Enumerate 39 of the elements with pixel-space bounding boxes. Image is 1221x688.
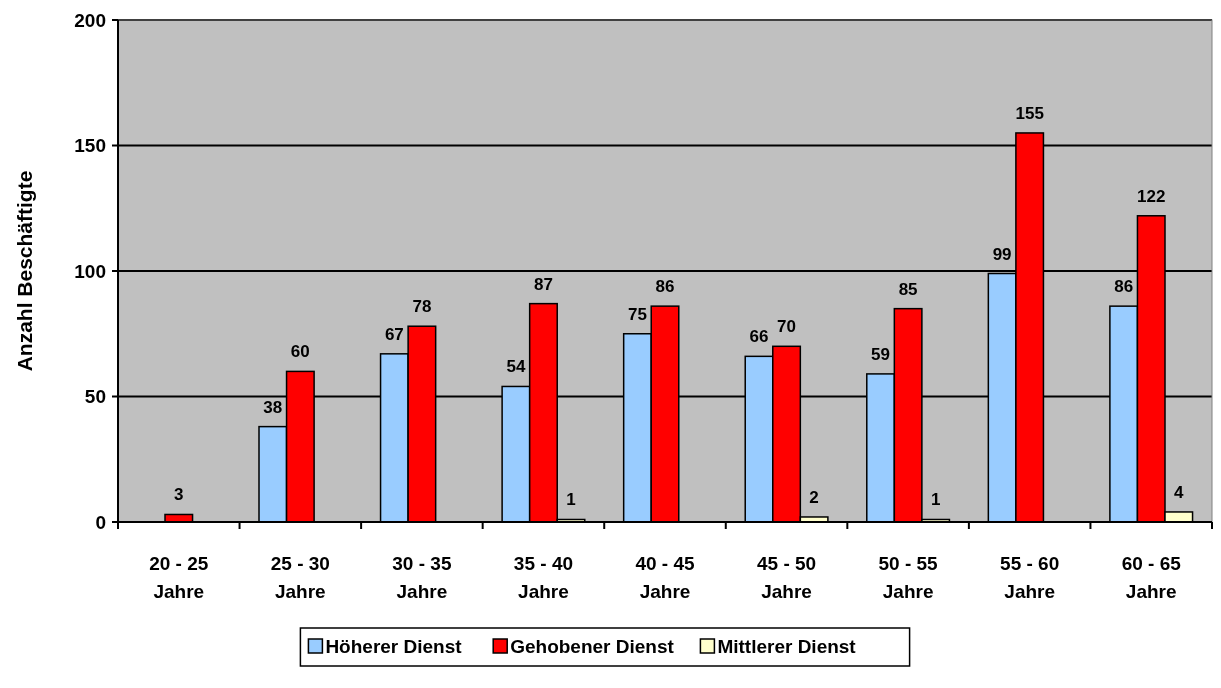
data-label: 3 [174, 485, 184, 505]
x-tick-label: 25 - 30 Jahre [270, 553, 330, 602]
data-label: 59 [871, 344, 891, 364]
data-label: 67 [384, 324, 404, 344]
x-tick-label: 40 - 45 Jahre [635, 553, 696, 602]
x-tick-label: 30 - 35 Jahre [392, 553, 452, 602]
data-label: 38 [263, 397, 283, 417]
data-label: 122 [1137, 186, 1166, 206]
data-label: 75 [627, 304, 647, 324]
data-label: 60 [290, 342, 310, 362]
x-tick-label: 35 - 40 Jahre [513, 553, 574, 602]
data-label: 1 [930, 490, 941, 510]
data-label: 4 [1174, 482, 1185, 502]
data-label: 86 [655, 277, 675, 297]
data-label: 1 [566, 490, 576, 510]
x-tick-label: 60 - 65 Jahre [1121, 553, 1182, 602]
data-label: 78 [412, 297, 432, 317]
x-tick-label: 20 - 25 Jahre [149, 553, 209, 602]
data-label: 155 [1015, 103, 1044, 123]
data-label: 87 [533, 274, 553, 294]
x-tick-label: 50 - 55 Jahre [878, 553, 939, 602]
data-label: 99 [992, 244, 1012, 264]
data-label: 85 [898, 279, 918, 299]
legend-label: Gehobener Dienst [510, 635, 675, 657]
data-label: 66 [749, 327, 769, 347]
legend-label: Mittlerer Dienst [717, 635, 857, 657]
y-tick-label: 200 [74, 9, 106, 31]
data-label: 86 [1114, 277, 1134, 297]
y-tick-label: 50 [84, 386, 106, 408]
y-tick-label: 150 [74, 135, 106, 157]
legend-label: Höherer Dienst [325, 635, 463, 657]
y-tick-label: 0 [95, 511, 106, 533]
data-label: 2 [809, 487, 819, 507]
x-tick-label: 45 - 50 Jahre [756, 553, 817, 602]
y-tick-label: 100 [74, 260, 106, 282]
data-label: 54 [506, 357, 526, 377]
y-axis-title: Anzahl Beschäftigte [13, 170, 36, 372]
x-tick-label: 55 - 60 Jahre [1000, 553, 1060, 602]
data-label: 70 [777, 317, 797, 337]
